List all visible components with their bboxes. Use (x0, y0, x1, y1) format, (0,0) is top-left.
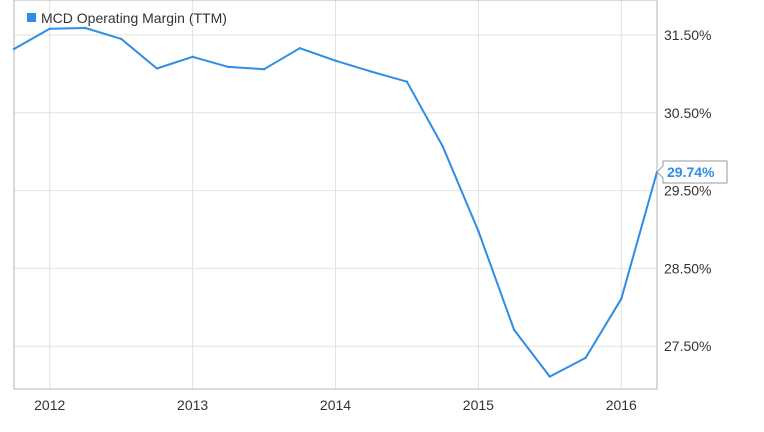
x-tick-label: 2013 (177, 397, 208, 413)
y-tick-label: 31.50% (664, 27, 711, 43)
data-point (12, 47, 16, 51)
legend-label: MCD Operating Margin (TTM) (41, 10, 227, 26)
x-tick-label: 2014 (320, 397, 351, 413)
data-point (48, 27, 51, 30)
data-point (441, 145, 444, 148)
y-tick-label: 30.50% (664, 105, 711, 121)
data-point (262, 68, 266, 71)
data-point (370, 70, 373, 73)
data-point (477, 229, 480, 233)
data-point (191, 55, 194, 58)
plot-area-frame (13, 0, 658, 390)
last-value-box (656, 160, 728, 184)
data-point (584, 356, 587, 360)
chart-legend[interactable]: MCD Operating Margin (TTM) (27, 10, 227, 26)
data-point (84, 26, 87, 30)
data-point (548, 375, 552, 378)
data-point (155, 67, 159, 70)
series-layer (12, 26, 659, 378)
data-point (405, 80, 409, 83)
data-point (334, 59, 337, 62)
data-point (227, 65, 230, 69)
y-tick-label: 28.50% (664, 260, 711, 276)
y-tick-label: 29.50% (664, 183, 711, 199)
data-point (298, 47, 301, 50)
y-axis-labels: 27.50% 28.50% 29.50% 30.50% 31.50% (664, 27, 711, 354)
data-point (119, 37, 123, 41)
x-tick-label: 2012 (34, 397, 65, 413)
last-value-tag: 29.74% (656, 160, 728, 184)
x-tick-label: 2015 (463, 397, 494, 413)
x-axis-labels: 2012 2013 2014 2015 2016 (34, 397, 637, 413)
y-tick-label: 27.50% (664, 338, 711, 354)
data-point (512, 328, 516, 332)
data-point (620, 297, 623, 300)
chart-grid (14, 0, 658, 389)
legend-swatch (27, 13, 36, 22)
x-tick-label: 2016 (606, 397, 637, 413)
last-value-label: 29.74% (667, 164, 715, 180)
